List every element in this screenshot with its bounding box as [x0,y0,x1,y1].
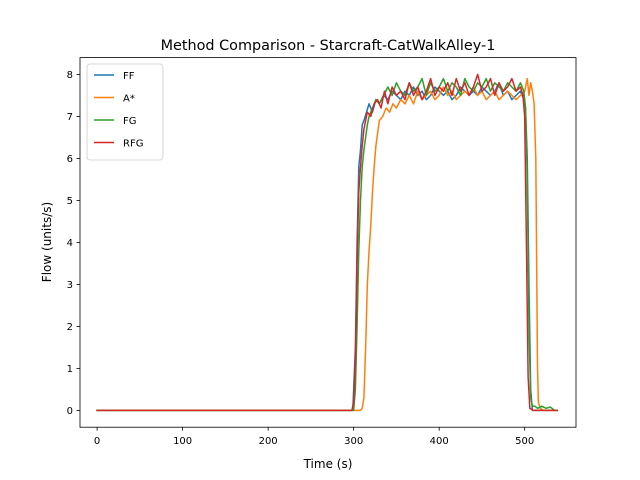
y-tick-label-8: 8 [67,70,73,81]
legend-label-3: RFG [123,139,143,150]
series-line-0 [96,82,558,412]
y-tick-label-3: 3 [67,280,73,291]
y-tick-label-6: 6 [67,154,73,165]
series-layer [96,73,558,412]
x-axis-ticks: 0 100 200 300 400 500 [94,427,534,447]
x-tick-label-3: 300 [344,436,363,447]
y-tick-label-7: 7 [67,112,73,123]
plot-area [79,57,577,428]
legend-label-0: FF [123,71,135,82]
y-tick-label-2: 2 [67,322,73,333]
x-tick-label-5: 500 [515,436,534,447]
y-axis-label: Flow (units/s) [40,202,54,282]
x-tick-label-1: 100 [173,436,192,447]
series-line-1 [96,77,558,412]
chart-title: Method Comparison - Starcraft-CatWalkAll… [161,38,496,54]
x-tick-label-4: 400 [430,436,449,447]
legend-label-1: A* [123,94,135,105]
y-tick-label-1: 1 [67,364,73,375]
y-tick-label-5: 5 [67,196,73,207]
x-tick-label-0: 0 [94,436,100,447]
y-axis-ticks: 0 1 2 3 4 5 6 7 8 [67,70,80,417]
series-line-2 [96,77,558,412]
legend: FF A* FG RFG [86,63,164,161]
legend-label-2: FG [123,116,137,127]
series-line-3 [96,73,558,412]
x-tick-label-2: 200 [259,436,278,447]
x-axis-label: Time (s) [303,457,353,471]
legend-frame [86,63,164,161]
y-tick-label-4: 4 [67,238,73,249]
y-tick-label-0: 0 [67,406,73,417]
